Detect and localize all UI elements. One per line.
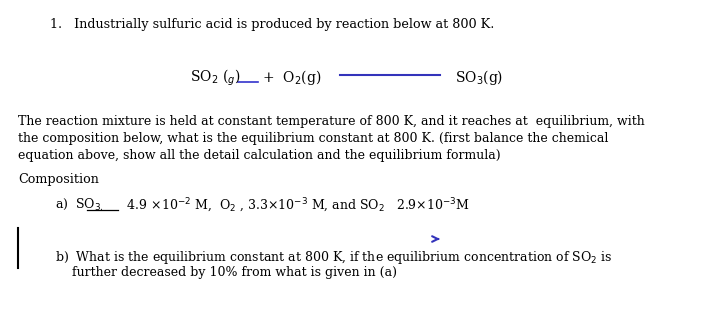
Text: 1.   Industrially sulfuric acid is produced by reaction below at 800 K.: 1. Industrially sulfuric acid is produce… xyxy=(50,18,495,31)
Text: b)  What is the equilibrium constant at 800 K, if the equilibrium concentration : b) What is the equilibrium constant at 8… xyxy=(55,249,613,266)
Text: 4.9 ×10$^{-2}$ M,  O$_2$ , 3.3×10$^{-3}$ M, and SO$_2$   2.9×10$^{-3}$M: 4.9 ×10$^{-2}$ M, O$_2$ , 3.3×10$^{-3}$ … xyxy=(119,197,470,215)
Text: +  O$_2$(g): + O$_2$(g) xyxy=(258,68,322,87)
Text: a)  SO$_{3,}$: a) SO$_{3,}$ xyxy=(55,197,104,214)
Text: SO$_2$ ($_{g}$): SO$_2$ ($_{g}$) xyxy=(190,68,240,88)
Text: the composition below, what is the equilibrium constant at 800 K. (first balance: the composition below, what is the equil… xyxy=(18,132,608,145)
Text: SO$_3$(g): SO$_3$(g) xyxy=(455,68,503,87)
Text: Composition: Composition xyxy=(18,173,99,186)
Text: further decreased by 10% from what is given in (a): further decreased by 10% from what is gi… xyxy=(72,266,397,279)
Text: equation above, show all the detail calculation and the equilibrium formula): equation above, show all the detail calc… xyxy=(18,149,500,162)
Text: The reaction mixture is held at constant temperature of 800 K, and it reaches at: The reaction mixture is held at constant… xyxy=(18,115,644,128)
